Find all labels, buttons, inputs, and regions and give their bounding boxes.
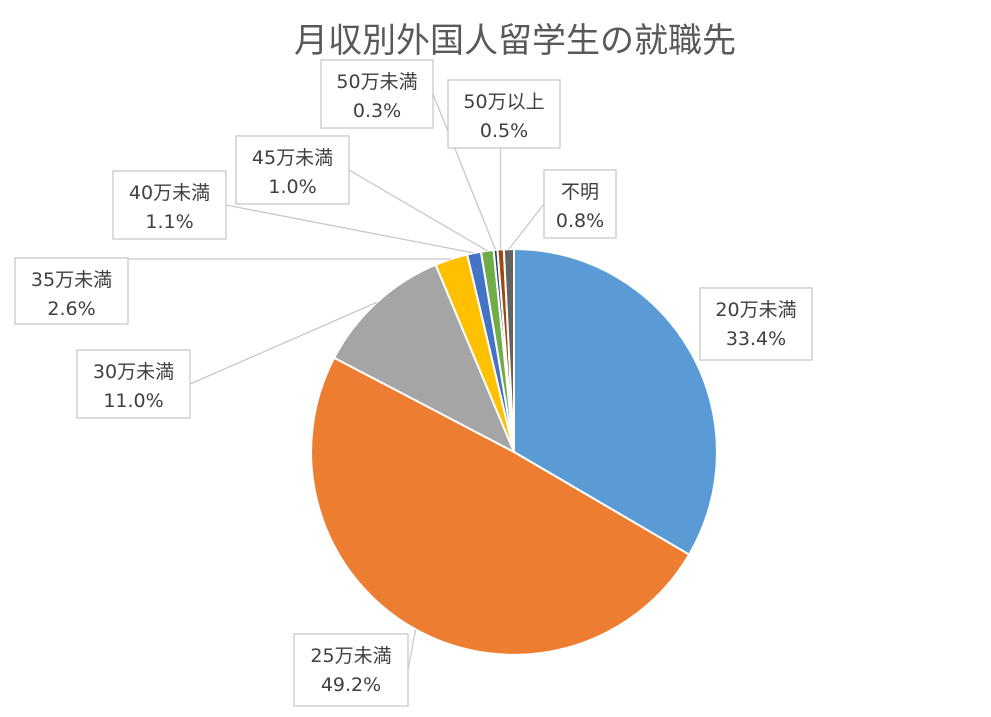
data-label-category: 25万未満 [310,645,391,667]
data-labels: 20万未満 33.4% 25万未満 49.2% 30万未満 11.0% 35万未満 2.6% 4… [14,59,813,707]
data-label-box [112,170,227,240]
pie-slice [332,263,516,455]
leader-line [508,203,545,250]
data-label-box [76,349,191,419]
data-label-box [447,79,561,149]
data-label-percent: 1.0% [268,176,316,198]
data-label-box [543,169,617,239]
data-label-category: 不明 [561,181,599,203]
data-label-percent: 0.8% [556,210,604,232]
leader-line [407,629,417,671]
data-label-category: 50万未満 [336,71,417,93]
data-label-percent: 2.6% [47,298,95,320]
data-label-box [14,257,129,325]
data-label-category: 50万以上 [463,91,544,113]
leader-lines [128,93,545,671]
data-label-percent: 0.5% [480,120,528,142]
chart-title: 月収別外国人留学生の就職先 [294,21,736,61]
data-label-category: 20万未満 [715,299,796,321]
leader-line [432,93,497,251]
data-label-box [320,59,434,129]
data-label-box [235,135,350,205]
pie-slice [513,247,718,556]
data-label-category: 40万未満 [129,182,210,204]
data-label-category: 30万未満 [93,361,174,383]
data-label-percent: 0.3% [353,100,401,122]
leader-line [348,169,488,252]
pie-slices [310,247,718,656]
data-label-category: 45万未満 [252,147,333,169]
data-label-percent: 33.4% [726,328,786,350]
data-label-percent: 11.0% [103,390,163,412]
leader-line [225,204,475,254]
data-label-percent: 1.1% [145,211,193,233]
leader-line [189,301,378,385]
pie-slice [310,356,691,656]
data-label-category: 35万未満 [31,269,112,291]
data-label-box [293,633,409,707]
data-label-percent: 49.2% [321,674,381,696]
data-label-box [699,287,813,361]
